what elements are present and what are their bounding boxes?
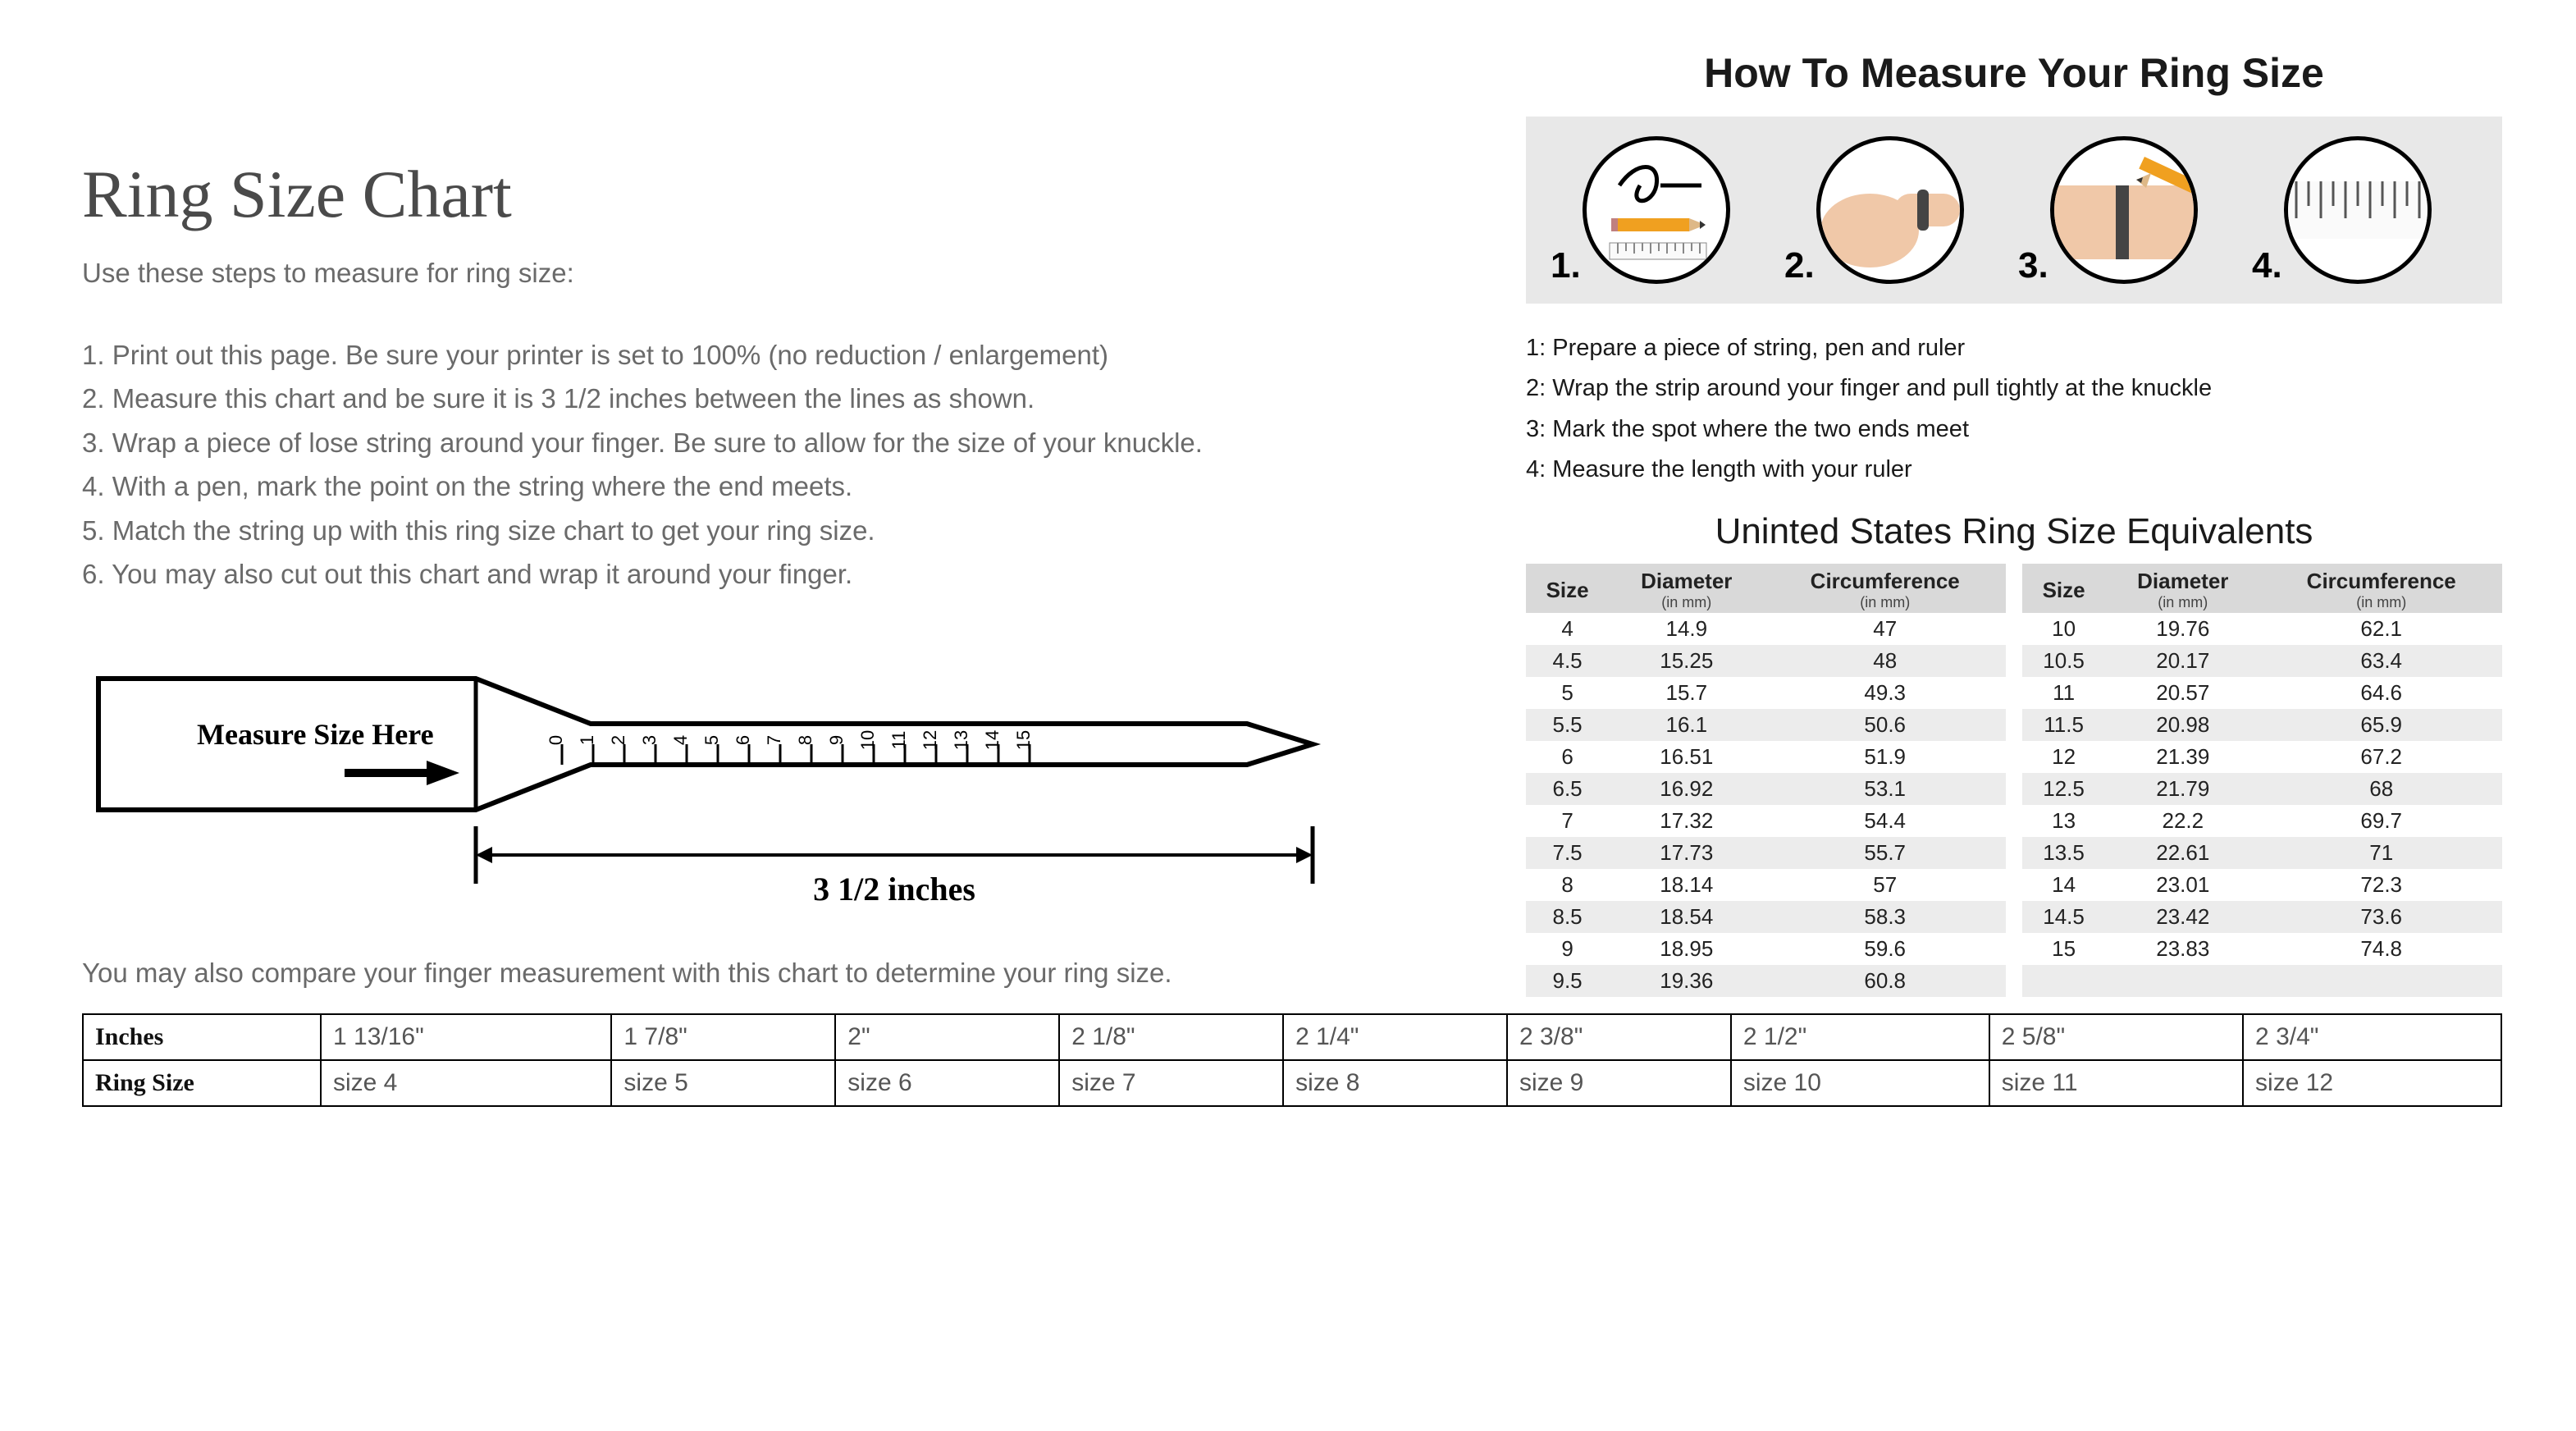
svg-text:12: 12 [920, 729, 940, 749]
equiv-row: 4.515.2548 [1526, 645, 2006, 677]
equiv-row: 5.516.150.6 [1526, 709, 2006, 741]
equiv-row: 10.520.1763.4 [2022, 645, 2502, 677]
measurement-step: 1. Print out this page. Be sure your pri… [82, 333, 1493, 377]
measurement-step: 2. Measure this chart and be sure it is … [82, 377, 1493, 420]
svg-text:5: 5 [701, 735, 722, 745]
svg-text:13: 13 [951, 729, 971, 749]
step-icon-1 [1583, 136, 1730, 284]
ruler-label: Measure Size Here [197, 718, 434, 751]
howto-steps-list: 1: Prepare a piece of string, pen and ru… [1526, 328, 2502, 490]
equiv-row: 8.518.5458.3 [1526, 901, 2006, 933]
equiv-row: 9.519.3660.8 [1526, 965, 2006, 997]
svg-text:4: 4 [670, 735, 691, 745]
step-icon-4 [2284, 136, 2432, 284]
howto-step: 4: Measure the length with your ruler [1526, 450, 2502, 490]
equiv-title: Uninted States Ring Size Equivalents [1526, 511, 2502, 552]
bottom-row-ring-size: Ring Sizesize 4size 5size 6size 7size 8s… [83, 1060, 2501, 1106]
page-title: Ring Size Chart [82, 156, 1493, 233]
ruler-span-label: 3 1/2 inches [813, 871, 975, 908]
howto-step: 3: Mark the spot where the two ends meet [1526, 409, 2502, 450]
equiv-row: 818.1457 [1526, 869, 2006, 901]
svg-text:7: 7 [764, 735, 784, 745]
ruler-diagram: Measure Size Here 0123456789101112131415… [82, 662, 1329, 917]
compare-note: You may also compare your finger measure… [82, 958, 1493, 989]
step-number-1: 1. [1551, 248, 1581, 284]
equiv-row: 14.523.4273.6 [2022, 901, 2502, 933]
measurement-step: 5. Match the string up with this ring si… [82, 509, 1493, 552]
measurement-step: 6. You may also cut out this chart and w… [82, 552, 1493, 596]
step-icon-3 [2050, 136, 2198, 284]
equiv-table-left: Size Diameter(in mm) Circumference(in mm… [1526, 564, 2006, 997]
step-number-4: 4. [2252, 248, 2282, 284]
svg-text:9: 9 [826, 735, 847, 745]
intro-text: Use these steps to measure for ring size… [82, 258, 1493, 289]
equiv-row: 7.517.7355.7 [1526, 837, 2006, 869]
equiv-row: 1019.7662.1 [2022, 613, 2502, 645]
equiv-row: 515.749.3 [1526, 677, 2006, 709]
howto-step: 2: Wrap the strip around your finger and… [1526, 368, 2502, 409]
step-number-2: 2. [1784, 248, 1815, 284]
svg-text:1: 1 [577, 735, 597, 745]
svg-text:8: 8 [795, 735, 815, 745]
equiv-row: 11.520.9865.9 [2022, 709, 2502, 741]
step-icon-2 [1816, 136, 1964, 284]
measurement-step: 4. With a pen, mark the point on the str… [82, 464, 1493, 508]
equiv-row: 1120.5764.6 [2022, 677, 2502, 709]
right-column: How To Measure Your Ring Size 1. [1526, 49, 2502, 997]
left-column: Ring Size Chart Use these steps to measu… [82, 49, 1493, 997]
step-icons-panel: 1. [1526, 117, 2502, 304]
howto-title: How To Measure Your Ring Size [1526, 49, 2502, 97]
equiv-row: 1322.269.7 [2022, 805, 2502, 837]
equiv-row: 12.521.7968 [2022, 773, 2502, 805]
equiv-row: 414.947 [1526, 613, 2006, 645]
equiv-row: 616.5151.9 [1526, 741, 2006, 773]
svg-text:6: 6 [733, 735, 753, 745]
svg-text:3: 3 [639, 735, 660, 745]
equiv-table-right: Size Diameter(in mm) Circumference(in mm… [2022, 564, 2502, 997]
svg-text:0: 0 [546, 735, 566, 745]
svg-text:15: 15 [1013, 729, 1034, 749]
measurement-steps: 1. Print out this page. Be sure your pri… [82, 333, 1493, 597]
equiv-row: 717.3254.4 [1526, 805, 2006, 837]
svg-text:2: 2 [608, 735, 628, 745]
equiv-row: 1221.3967.2 [2022, 741, 2502, 773]
svg-text:11: 11 [888, 730, 909, 749]
equiv-row: 918.9559.6 [1526, 933, 2006, 965]
equiv-row: 6.516.9253.1 [1526, 773, 2006, 805]
step-number-3: 3. [2018, 248, 2048, 284]
svg-text:10: 10 [857, 729, 878, 749]
equiv-row [2022, 965, 2502, 997]
equiv-row: 1423.0172.3 [2022, 869, 2502, 901]
equiv-row: 13.522.6171 [2022, 837, 2502, 869]
measurement-step: 3. Wrap a piece of lose string around yo… [82, 421, 1493, 464]
howto-step: 1: Prepare a piece of string, pen and ru… [1526, 328, 2502, 368]
svg-text:14: 14 [982, 729, 1003, 749]
equiv-tables: Size Diameter(in mm) Circumference(in mm… [1526, 564, 2502, 997]
inches-ring-size-table: Inches1 13/16"1 7/8"2"2 1/8"2 1/4"2 3/8"… [82, 1013, 2502, 1107]
bottom-row-inches: Inches1 13/16"1 7/8"2"2 1/8"2 1/4"2 3/8"… [83, 1014, 2501, 1060]
equiv-row: 1523.8374.8 [2022, 933, 2502, 965]
